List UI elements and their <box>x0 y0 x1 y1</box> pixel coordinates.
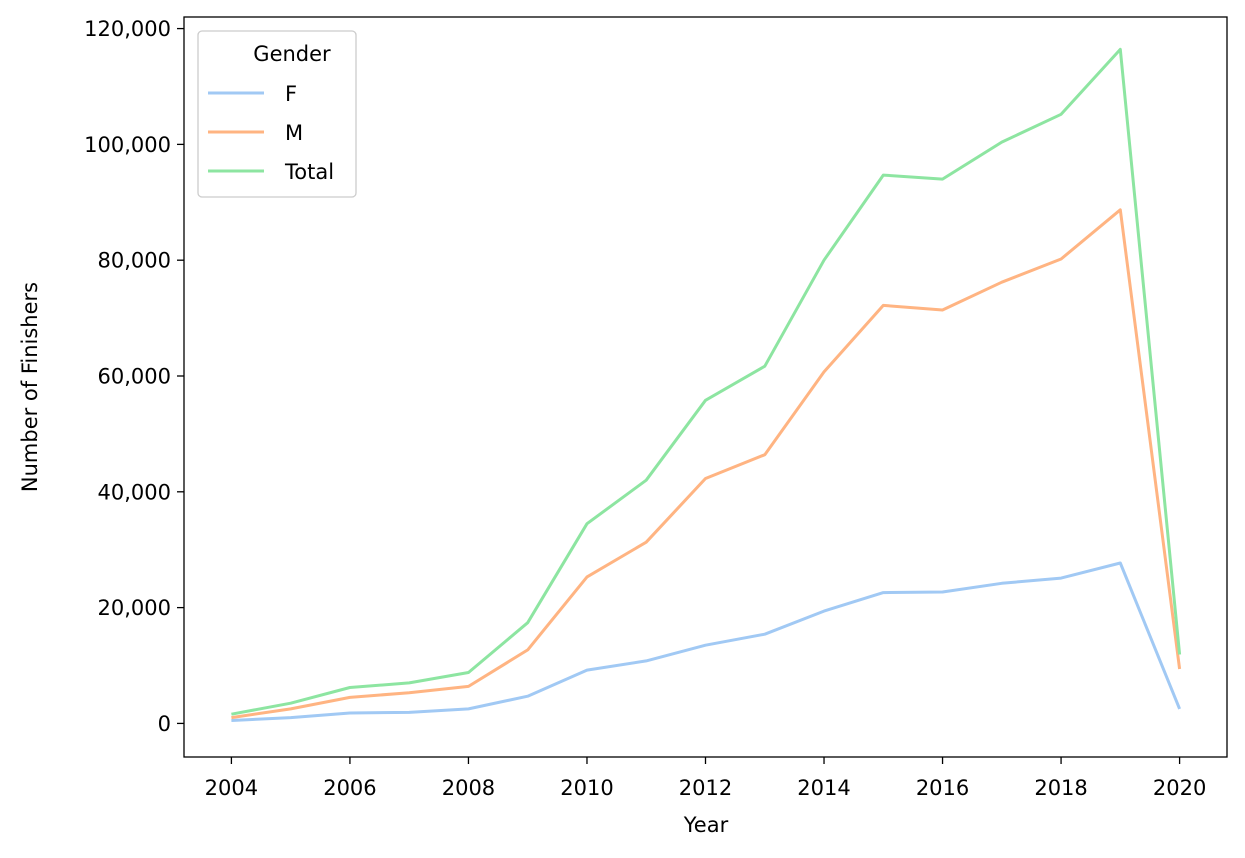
x-tick-label: 2004 <box>205 776 258 800</box>
x-tick-label: 2014 <box>797 776 850 800</box>
y-tick-label: 40,000 <box>98 480 171 504</box>
x-tick-label: 2012 <box>679 776 732 800</box>
y-tick-label: 80,000 <box>98 249 171 273</box>
legend-title: Gender <box>253 42 331 66</box>
series-layer <box>231 47 1182 722</box>
x-axis-ticks: 2004 2006 2008 2010 2012 2014 2016 2018 2020 <box>205 757 1206 800</box>
x-tick-label: 2018 <box>1034 776 1087 800</box>
y-tick-label: 0 <box>158 712 171 736</box>
y-tick-label: 120,000 <box>84 17 171 41</box>
legend-box <box>197 30 357 198</box>
x-tick-label: 2006 <box>323 776 376 800</box>
x-tick-label: 2016 <box>916 776 969 800</box>
series-line-f <box>231 561 1181 722</box>
legend-label-f: F <box>285 82 297 106</box>
x-tick-label: 2008 <box>442 776 495 800</box>
x-axis-title: Year <box>683 813 729 837</box>
y-axis-ticks: 0 20,000 40,000 60,000 80,000 100,000 120,000 <box>84 17 184 736</box>
series-line-total <box>231 47 1182 716</box>
y-axis-title: Number of Finishers <box>18 282 42 492</box>
y-tick-label: 60,000 <box>98 364 171 388</box>
y-tick-label: 20,000 <box>98 596 171 620</box>
x-tick-label: 2010 <box>560 776 613 800</box>
legend-label-m: M <box>285 121 303 145</box>
legend-items: FM Total <box>208 82 334 184</box>
series-line-m <box>231 208 1182 720</box>
legend: Gender FM Total <box>197 30 357 198</box>
x-tick-label: 2020 <box>1153 776 1206 800</box>
legend-label-total: Total <box>284 160 334 184</box>
y-tick-label: 100,000 <box>84 133 171 157</box>
